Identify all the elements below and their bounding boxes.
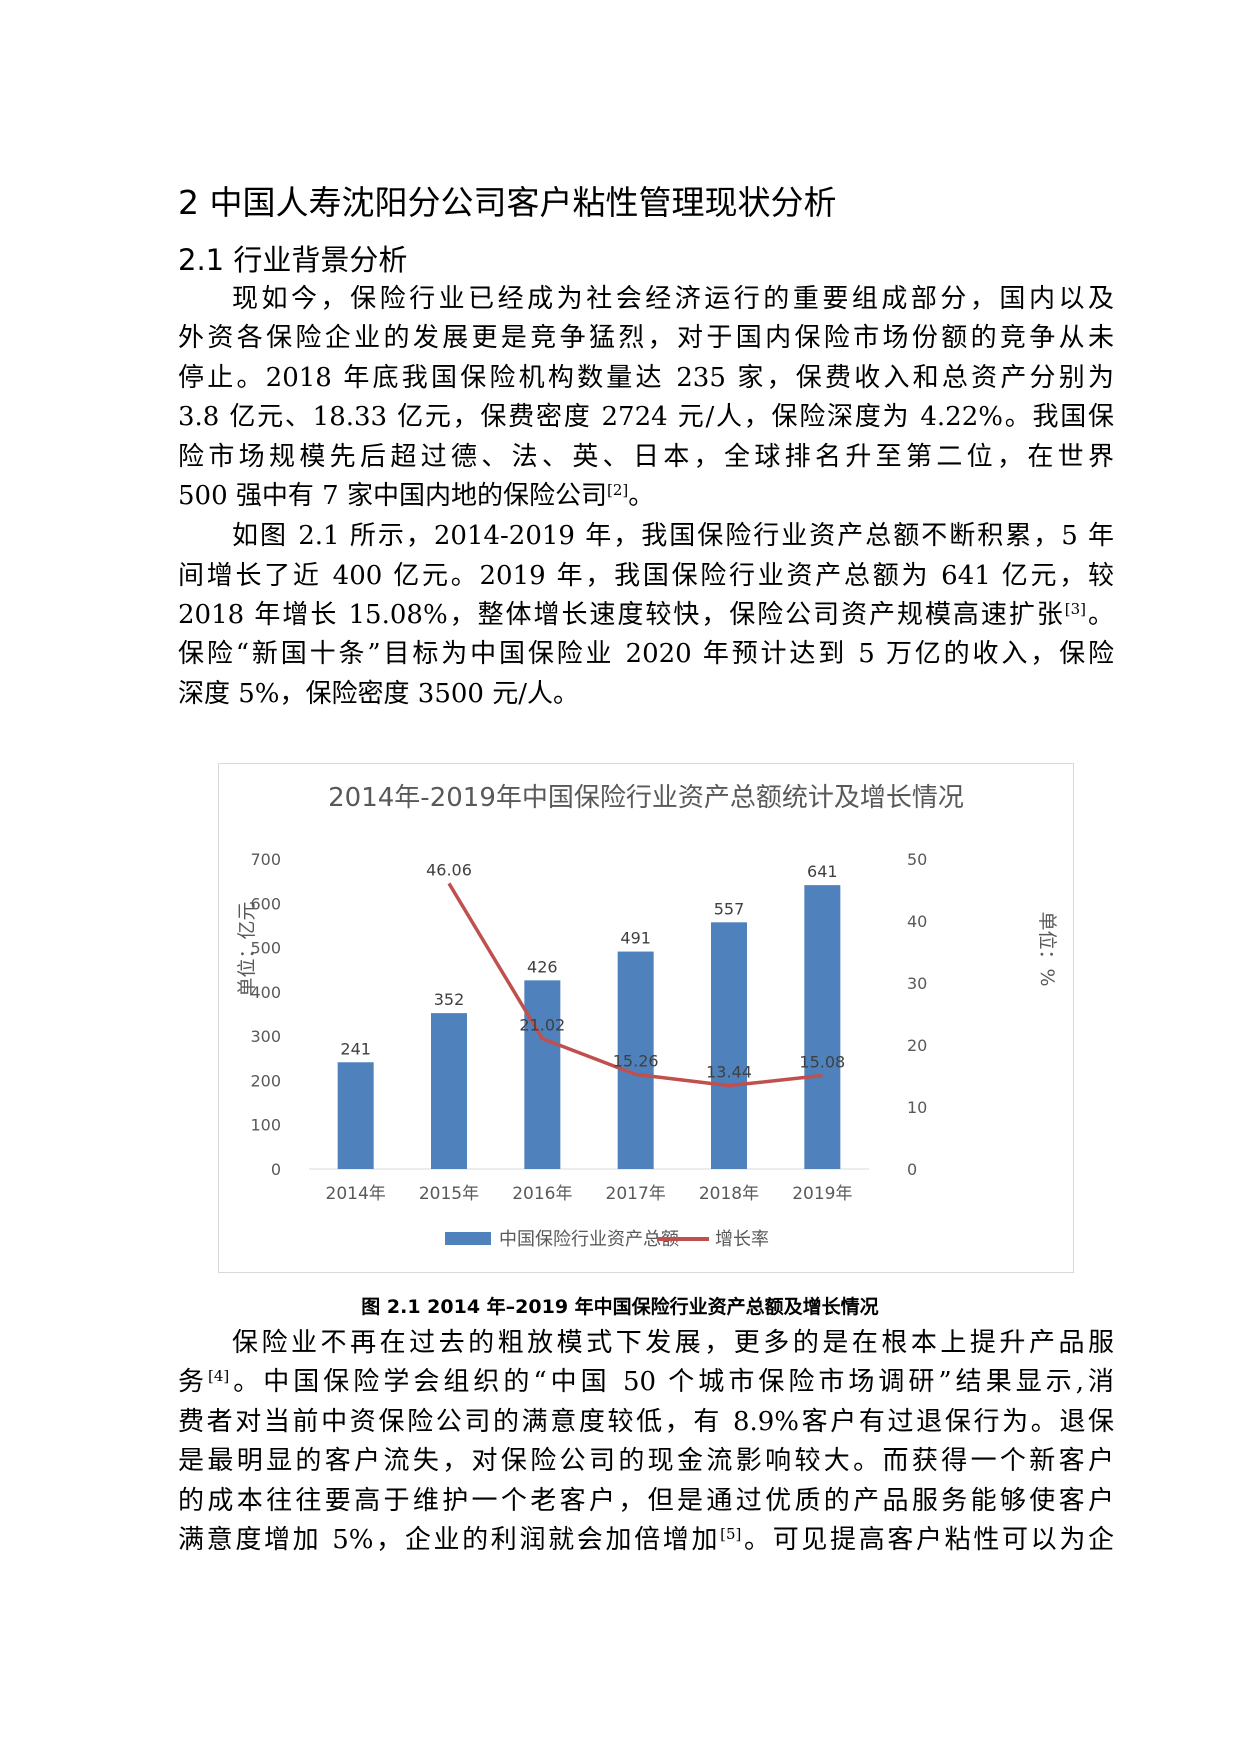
citation-ref: [3] xyxy=(1064,600,1087,618)
para1-line6: 500 强中有 7 家中国内地的保险公司[2]。 xyxy=(178,476,654,516)
y2-tick-label: 10 xyxy=(907,1098,927,1117)
bar-data-label: 491 xyxy=(620,929,651,948)
x-tick-label: 2014年 xyxy=(326,1184,386,1204)
para2-line1: 如图 2.1 所示，2014-2019 年，我国保险行业资产总额不断积累，5 年 xyxy=(232,521,1114,551)
y2-axis-label: 单位：% xyxy=(1036,911,1058,986)
para2-line3-end: 。 xyxy=(1086,600,1114,630)
para2-line5: 深度 5%，保险密度 3500 元/人。 xyxy=(178,679,579,709)
y-tick-label: 400 xyxy=(250,983,281,1002)
bar-data-label: 352 xyxy=(434,990,465,1009)
line-data-label: 46.06 xyxy=(426,860,472,879)
para2-line3: 2018 年增长 15.08%，整体增长速度较快，保险公司资产规模高速扩张[3]… xyxy=(178,595,1114,635)
chart-title: 2014年-2019年中国保险行业资产总额统计及增长情况 xyxy=(328,783,964,813)
bar xyxy=(804,885,841,1169)
para3-line2-text: 。中国保险学会组织的“中国 50 个城市保险市场调研”结果显示,消 xyxy=(229,1367,1114,1397)
bar xyxy=(711,922,747,1169)
asset-growth-chart: 2014年-2019年中国保险行业资产总额统计及增长情况 单位：亿元 单位：% … xyxy=(236,783,1058,1250)
legend-swatch-bar xyxy=(445,1232,491,1245)
y2-tick-label: 0 xyxy=(907,1160,917,1179)
para1-line3: 停止。2018 年底我国保险机构数量达 235 家，保费收入和总资产分别为 xyxy=(178,363,1114,393)
y-tick-label: 600 xyxy=(250,894,281,913)
legend-label-assets: 中国保险行业资产总额 xyxy=(499,1229,679,1250)
x-tick-label: 2016年 xyxy=(512,1184,572,1204)
y2-tick-label: 50 xyxy=(907,850,927,869)
line-data-label: 21.02 xyxy=(519,1016,565,1035)
para1-line2: 外资各保险企业的发展更是竞争猛烈，对于国内保险市场份额的竞争从未 xyxy=(178,323,1114,353)
para3-line5: 的成本往往要高于维护一个老客户，但是通过优质的产品服务能够使客户 xyxy=(178,1486,1114,1516)
chart-frame: 2014年-2019年中国保险行业资产总额统计及增长情况 单位：亿元 单位：% … xyxy=(218,763,1074,1273)
para3-line1: 保险业不再在过去的粗放模式下发展，更多的是在根本上提升产品服 xyxy=(232,1328,1114,1358)
bar-data-label: 241 xyxy=(340,1039,371,1058)
x-tick-label: 2015年 xyxy=(419,1184,479,1204)
para3-line6: 满意度增加 5%，企业的利润就会加倍增加[5]。可见提高客户粘性可以为企 xyxy=(178,1520,1114,1560)
citation-ref: [5] xyxy=(720,1525,742,1543)
line-data-label: 15.08 xyxy=(799,1053,845,1072)
bar xyxy=(617,951,654,1169)
y-tick-label: 0 xyxy=(271,1160,281,1179)
y-axis-label: 单位：亿元 xyxy=(236,901,258,996)
growth-rate-line xyxy=(447,882,823,1088)
plot-area: 0 100 200 300 400 500 600 700 0 10 20 30 40 50 241 2014… xyxy=(250,850,927,1204)
para1-line4: 3.8 亿元、18.33 亿元，保费密度 2724 元/人，保险深度为 4.22… xyxy=(178,402,1114,432)
bar xyxy=(337,1062,374,1169)
para3-line3: 费者对当前中资保险公司的满意度较低，有 8.9%客户有过退保行为。退保 xyxy=(178,1407,1114,1437)
bar-data-label: 641 xyxy=(807,862,838,881)
section-heading: 2 中国人寿沈阳分公司客户粘性管理现状分析 xyxy=(178,183,837,222)
y-tick-label: 700 xyxy=(250,850,281,869)
para1-line1: 现如今，保险行业已经成为社会经济运行的重要组成部分，国内以及 xyxy=(232,284,1114,314)
legend-label-growth: 增长率 xyxy=(715,1229,769,1250)
para1-line6-end: 。 xyxy=(628,481,655,511)
bar xyxy=(524,980,561,1169)
y2-tick-label: 20 xyxy=(907,1036,927,1055)
figure-caption: 图 2.1 2014 年–2019 年中国保险行业资产总额及增长情况 xyxy=(361,1296,879,1318)
bar-data-label: 557 xyxy=(714,899,745,918)
para3-line2: 务[4]。中国保险学会组织的“中国 50 个城市保险市场调研”结果显示,消 xyxy=(178,1362,1114,1402)
para3-line2-start: 务 xyxy=(178,1367,209,1397)
para3-line6-end: 。可见提高客户粘性可以为企 xyxy=(741,1525,1114,1555)
para2-line2: 间增长了近 400 亿元。2019 年，我国保险行业资产总额为 641 亿元，较 xyxy=(178,561,1114,591)
citation-ref: [4] xyxy=(208,1367,230,1385)
chart-legend: 中国保险行业资产总额 增长率 xyxy=(445,1229,769,1250)
bar-data-label: 426 xyxy=(527,957,558,976)
para3-line6-text: 满意度增加 5%，企业的利润就会加倍增加 xyxy=(178,1525,721,1555)
para2-line4: 保险“新国十条”目标为中国保险业 2020 年预计达到 5 万亿的收入，保险 xyxy=(178,639,1114,669)
y2-tick-label: 40 xyxy=(907,912,927,931)
x-tick-label: 2019年 xyxy=(792,1184,852,1204)
subsection-heading: 2.1 行业背景分析 xyxy=(178,243,408,277)
para3-line4: 是最明显的客户流失，对保险公司的现金流影响较大。而获得一个新客户 xyxy=(178,1446,1114,1476)
y-tick-label: 200 xyxy=(250,1071,281,1090)
para2-line3-text: 2018 年增长 15.08%，整体增长速度较快，保险公司资产规模高速扩张 xyxy=(178,600,1065,630)
line-data-label: 13.44 xyxy=(706,1063,752,1082)
para1-line6-text: 500 强中有 7 家中国内地的保险公司 xyxy=(178,481,607,511)
citation-ref: [2] xyxy=(606,481,629,499)
x-tick-label: 2017年 xyxy=(606,1184,666,1204)
y2-tick-label: 30 xyxy=(907,974,927,993)
x-tick-label: 2018年 xyxy=(699,1184,759,1204)
y-tick-label: 500 xyxy=(250,939,281,958)
line-data-label: 15.26 xyxy=(613,1051,659,1070)
para1-line5: 险市场规模先后超过德、法、英、日本，全球排名升至第二位，在世界 xyxy=(178,442,1114,472)
y-tick-label: 100 xyxy=(250,1116,281,1135)
y-tick-label: 300 xyxy=(250,1027,281,1046)
bar xyxy=(431,1013,467,1169)
